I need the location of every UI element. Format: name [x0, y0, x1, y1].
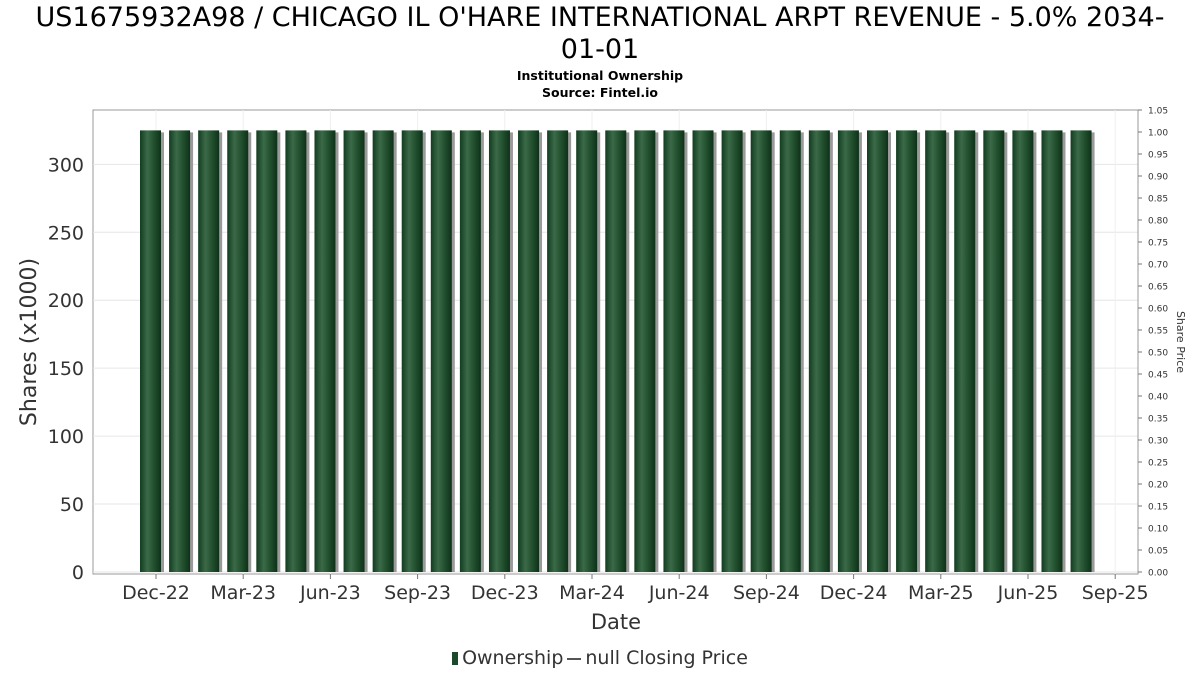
y-tick-label: 0	[72, 562, 84, 584]
x-tick-label: Mar-25	[908, 582, 974, 604]
ownership-bar	[430, 130, 452, 572]
x-axis-title: Date	[591, 610, 641, 634]
ownership-bar	[634, 130, 656, 572]
y2-tick-label: 0.50	[1148, 349, 1168, 359]
ownership-bar	[663, 130, 685, 572]
y2-tick-label: 0.65	[1148, 283, 1168, 293]
chart-title: US1675932A98 / CHICAGO IL O'HARE INTERNA…	[0, 2, 1200, 66]
y-tick-label: 250	[48, 222, 84, 244]
ownership-bar	[488, 130, 510, 572]
y2-tick-label: 1.00	[1148, 129, 1168, 139]
price-legend-label: null Closing Price	[585, 647, 748, 669]
y2-tick-label: 0.25	[1148, 459, 1168, 469]
chart-subtitle: Institutional Ownership	[516, 68, 684, 83]
ownership-chart: 0 50 100 150 200 250 300 Dec-22 Mar-23 Jun-23 Sep-…	[17, 107, 1187, 635]
ownership-bar	[343, 130, 365, 572]
ownership-bar	[140, 130, 161, 572]
ownership-bar	[314, 130, 336, 572]
ownership-bar	[1041, 130, 1063, 572]
ownership-bar	[1012, 130, 1034, 572]
y2-tick-label: 1.05	[1148, 107, 1168, 117]
y2-tick-label: 0.60	[1148, 305, 1168, 315]
x-tick-label: Dec-24	[820, 582, 888, 604]
y2-tick-label: 0.05	[1148, 547, 1168, 557]
ownership-bar	[721, 130, 743, 572]
y2-tick-label: 0.85	[1148, 195, 1168, 205]
y2-tick-label: 0.95	[1148, 151, 1168, 161]
chart-legend: Ownership null Closing Price	[0, 647, 1200, 669]
price-legend-swatch	[567, 657, 582, 660]
y2-tick-label: 0.55	[1148, 327, 1168, 337]
ownership-bar	[518, 130, 540, 572]
ownership-bar	[896, 130, 918, 572]
x-tick-label: Sep-25	[1082, 582, 1149, 604]
y2-tick-label: 0.30	[1148, 437, 1168, 447]
y-tick-label: 150	[48, 358, 84, 380]
x-tick-label: Jun-24	[648, 582, 710, 604]
ownership-bar	[227, 130, 249, 572]
ownership-legend-swatch	[452, 652, 459, 665]
ownership-bar	[750, 130, 772, 572]
chart-title-line-2: 01-01	[560, 34, 640, 65]
ownership-bar	[401, 130, 423, 572]
ownership-bar	[372, 130, 394, 572]
ownership-bar	[256, 130, 278, 572]
x-tick-label: Sep-24	[733, 582, 800, 604]
ownership-bar	[954, 130, 976, 572]
ownership-bar	[692, 130, 714, 572]
y2-axis-title: Share Price	[1174, 311, 1187, 373]
y-tick-label: 200	[48, 290, 84, 312]
ownership-bar	[808, 130, 830, 572]
ownership-bar	[837, 130, 859, 572]
y2-tick-label: 0.45	[1148, 371, 1168, 381]
y2-tick-label: 0.75	[1148, 239, 1168, 249]
ownership-bar	[925, 130, 947, 572]
y2-tick-label: 0.15	[1148, 503, 1168, 513]
chart-title-line-1: US1675932A98 / CHICAGO IL O'HARE INTERNA…	[35, 2, 1165, 33]
ownership-bar	[605, 130, 627, 572]
y-axis-title: Shares (x1000)	[17, 258, 42, 426]
y-tick-label: 300	[48, 154, 84, 176]
x-tick-label: Jun-25	[997, 582, 1059, 604]
y2-tick-label: 0.90	[1148, 173, 1168, 183]
ownership-bar	[459, 130, 481, 572]
ownership-bar	[547, 130, 569, 572]
ownership-bar	[576, 130, 598, 572]
y2-tick-label: 0.40	[1148, 393, 1168, 403]
y2-tick-label: 0.20	[1148, 481, 1168, 491]
y2-tick-label: 0.35	[1148, 415, 1168, 425]
x-tick-label: Mar-24	[559, 582, 625, 604]
x-tick-label: Jun-23	[299, 582, 361, 604]
ownership-bar	[867, 130, 888, 572]
chart-source: Source: Fintel.io	[542, 85, 658, 100]
ownership-bar	[1070, 130, 1092, 572]
ownership-bar	[169, 130, 191, 572]
x-tick-label: Dec-22	[122, 582, 190, 604]
y2-tick-label: 0.00	[1148, 569, 1168, 579]
x-tick-label: Mar-23	[210, 582, 276, 604]
ownership-bar	[983, 130, 1005, 572]
ownership-bar	[198, 130, 220, 572]
x-tick-label: Sep-23	[384, 582, 451, 604]
y-tick-label: 100	[48, 426, 84, 448]
x-tick-label: Dec-23	[471, 582, 539, 604]
ownership-bar	[779, 130, 801, 572]
y2-tick-label: 0.10	[1148, 525, 1168, 535]
y-tick-label: 50	[60, 494, 84, 516]
ownership-bar	[285, 130, 307, 572]
y2-tick-label: 0.80	[1148, 217, 1168, 227]
y2-tick-label: 0.70	[1148, 261, 1168, 271]
ownership-legend-label: Ownership	[462, 647, 564, 669]
